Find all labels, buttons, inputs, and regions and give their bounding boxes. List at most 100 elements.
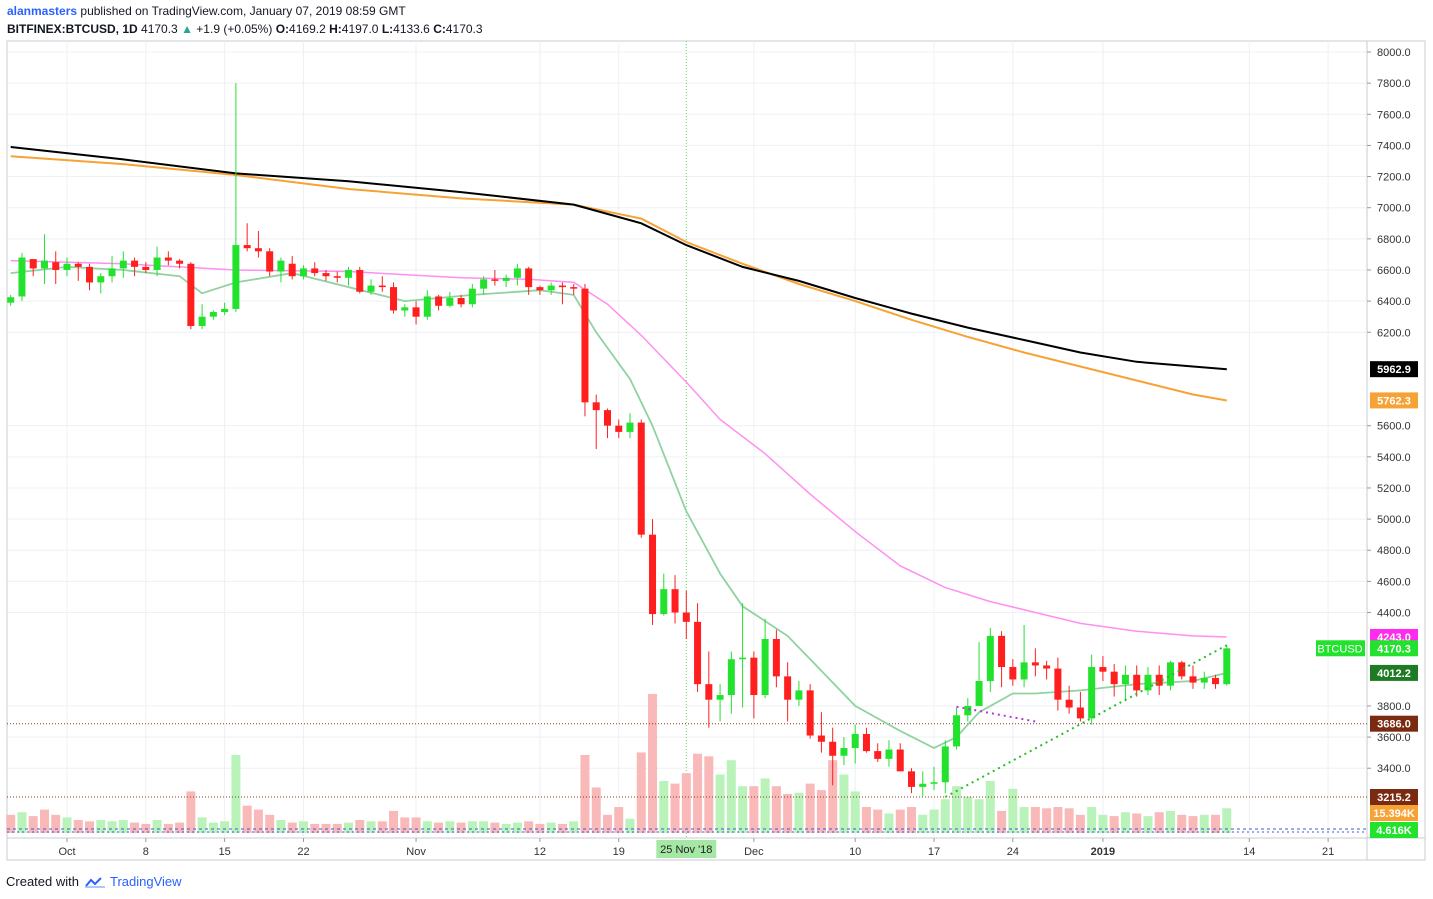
price-label-box [1370,640,1418,657]
candle-body [221,308,229,313]
volume-label: 15.394K [1373,808,1415,820]
symbol-tag: BTCUSD [1317,643,1362,655]
y-tick-label: 5600.0 [1377,421,1411,433]
volume-bar [422,821,432,833]
price-label: 5762.3 [1377,395,1411,407]
volume-bar [569,821,579,833]
candle-body [40,260,48,269]
volume-bar [231,755,241,833]
publish-line: alanmasters published on TradingView.com… [7,4,406,18]
volume-bars [6,693,1232,833]
volume-bar [501,823,511,833]
author-name[interactable]: alanmasters [7,4,78,18]
volume-bar [794,792,804,833]
volume-bar [783,794,793,833]
volume-bar [918,814,928,833]
grid: 8000.0 7800.0 7600.0 7400.0 7200.0 7000.0 6800… [7,41,1411,858]
x-tick-label: 12 [534,846,546,858]
volume-label-box [1370,805,1418,821]
ma-long-black-line [10,146,1227,371]
volume-bar [28,816,38,833]
candle-body [581,288,589,403]
candle-body [817,735,825,742]
x-tick-label: 14 [1243,846,1255,858]
candle-body [1043,665,1051,669]
volume-bar [952,786,962,833]
candle-body [86,266,94,283]
volume-bar [85,821,95,833]
candle-body [1212,677,1220,685]
volume-bar [1064,808,1074,833]
last-price: 4170.3 [141,22,178,36]
candle-body [345,269,352,278]
volume-bar [580,755,590,833]
price-label: 3686.0 [1377,719,1411,731]
price-label: 4012.2 [1377,668,1411,680]
volume-bar [985,781,995,833]
crosshair-date-box [656,840,717,858]
y-tick-label: 3600.0 [1377,732,1411,744]
volume-bar [704,756,714,833]
volume-bar [726,760,736,833]
volume-bar [591,787,601,833]
x-tick-label: 17 [928,846,940,858]
volume-bar [1008,788,1018,833]
candle-body [592,402,600,411]
candle-body [1144,674,1152,691]
volume-bar [1109,816,1119,833]
y-tick-label: 3800.0 [1377,701,1411,713]
candle-body [1121,674,1129,685]
candle-body [682,612,690,622]
volume-bar [850,791,860,833]
volume-bar [1132,813,1142,833]
candle-body [446,298,454,306]
candle-body [874,751,882,759]
candle-body [131,260,139,267]
volume-bar [884,813,894,833]
volume-bar [895,809,905,833]
candle-body [311,268,319,274]
candle-body [626,422,634,432]
y-tick-label: 6200.0 [1377,327,1411,339]
candle-body [1065,699,1073,708]
volume-bar [51,814,61,833]
volume-bar [873,809,883,833]
x-tick-label: 24 [1007,846,1019,858]
volume-bar [321,823,331,833]
volume-bar [659,781,669,833]
candle-body [964,705,972,716]
volume-bar [1030,807,1040,833]
y-tick-label: 8000.0 [1377,47,1411,59]
candle-body [570,287,578,289]
candle-body [649,534,657,615]
candle-body [1020,662,1028,680]
candle-body [119,260,127,269]
candle-body [491,279,499,281]
tradingview-logo-icon [84,877,105,888]
volume-bar [1143,816,1153,833]
volume-bar [141,823,151,833]
volume-bar [175,822,185,833]
candle-body [772,638,780,677]
volume-bar [411,817,421,833]
volume-bar [62,817,72,833]
y-tick-label: 7400.0 [1377,140,1411,152]
candle-body [176,260,184,264]
candle-body [390,287,398,311]
y-tick-label: 5400.0 [1377,452,1411,464]
volume-bar [670,783,680,833]
volume-bar [186,791,196,833]
volume-bar [1188,816,1198,833]
volume-bar [738,786,748,833]
candle-body [975,681,983,706]
open-label: O: [275,22,290,36]
candle-body [727,659,735,696]
volume-bar [287,822,297,833]
volume-bar [648,693,658,833]
tradingview-brand[interactable]: TradingView [110,874,182,889]
candle-body [502,277,510,281]
candle-body [288,263,296,277]
price-label-box [1370,788,1418,805]
candle-body [74,263,82,267]
